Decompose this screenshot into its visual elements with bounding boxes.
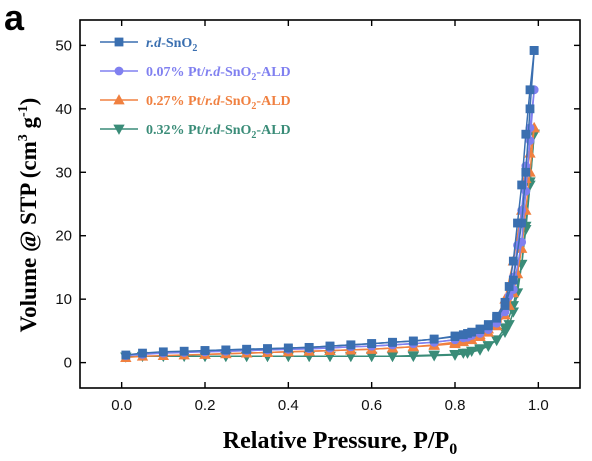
data-point: [450, 332, 460, 342]
legend-item: 0.32% Pt/r.d-SnO2-ALD: [100, 123, 291, 141]
axes: 0.0 0.2 0.4 0.6 0.8 1.0 0 10 20 30 40 50: [55, 19, 581, 414]
data-point: [325, 341, 335, 351]
data-point: [121, 350, 131, 360]
plot-frame: [79, 19, 581, 389]
data-point: [304, 342, 314, 352]
y-tick-label: 0: [64, 355, 72, 372]
data-point: [513, 218, 522, 228]
y-tick-label: 10: [55, 291, 72, 308]
legend-marker: [114, 66, 124, 76]
data-point: [529, 46, 539, 55]
data-point: [138, 348, 147, 358]
legend-label: r.d-SnO2: [146, 36, 197, 54]
legend-item: r.d-SnO2: [100, 36, 197, 54]
x-axis-label: Relative Pressure, P/P0: [223, 428, 457, 458]
data-point: [521, 129, 531, 139]
data-point: [467, 327, 477, 337]
data-point: [346, 340, 356, 350]
legend-marker: [114, 37, 124, 47]
series-line-adsorption: [125, 134, 535, 358]
data-point: [483, 320, 493, 329]
data-point: [429, 334, 439, 344]
data-point: [500, 297, 510, 307]
data-point: [367, 339, 377, 348]
legend-marker: [113, 94, 125, 105]
data-point: [458, 330, 468, 340]
x-tick-label: 0.2: [195, 397, 216, 414]
data-point: [504, 282, 514, 291]
x-tick-label: 0.6: [361, 397, 382, 414]
x-tick-label: 1.0: [528, 397, 549, 414]
plot-area: [120, 46, 540, 363]
data-point: [408, 336, 418, 346]
data-point: [474, 344, 486, 355]
x-tick-label: 0.4: [278, 397, 299, 414]
data-point: [490, 336, 503, 347]
series-0: [121, 46, 539, 360]
data-point: [508, 256, 518, 266]
legend-marker: [113, 124, 125, 135]
legend-item: 0.07% Pt/r.d-SnO2-ALD: [100, 65, 291, 83]
panel-label: a: [4, 0, 25, 38]
data-point: [525, 85, 535, 95]
data-point: [521, 167, 531, 177]
data-point: [179, 346, 189, 356]
data-point: [525, 104, 535, 114]
data-point: [407, 351, 420, 362]
legend-label: 0.27% Pt/r.d-SnO2-ALD: [146, 94, 291, 112]
series-line-desorption: [204, 50, 535, 352]
data-point: [428, 350, 440, 361]
data-point: [457, 348, 470, 359]
data-point: [499, 327, 511, 338]
x-tick-label: 0.8: [445, 397, 466, 414]
data-point: [221, 345, 231, 355]
data-point: [388, 337, 397, 347]
legend: r.d-SnO2 0.07% Pt/r.d-SnO2-ALD 0.27% Pt/r.…: [100, 36, 291, 141]
data-point: [475, 324, 485, 334]
data-point: [242, 344, 252, 354]
y-tick-label: 40: [55, 101, 72, 118]
data-point: [449, 349, 461, 361]
y-tick-label: 20: [55, 228, 72, 245]
data-point: [158, 347, 168, 357]
data-point: [263, 344, 272, 354]
data-point: [283, 343, 293, 353]
data-point: [200, 346, 210, 355]
data-point: [503, 320, 515, 331]
legend-label: 0.32% Pt/r.d-SnO2-ALD: [146, 123, 291, 141]
data-point: [482, 341, 495, 352]
y-tick-label: 50: [55, 37, 72, 54]
y-tick-label: 30: [55, 164, 72, 181]
data-point: [492, 311, 502, 321]
legend-label: 0.07% Pt/r.d-SnO2-ALD: [146, 65, 291, 83]
legend-item: 0.27% Pt/r.d-SnO2-ALD: [100, 94, 291, 112]
series-line-adsorption: [125, 127, 535, 359]
y-axis-label: Volume @ STP (cm3 g-1): [16, 98, 42, 333]
data-point: [517, 180, 527, 190]
x-tick-label: 0.0: [111, 397, 132, 414]
data-point: [465, 346, 478, 358]
